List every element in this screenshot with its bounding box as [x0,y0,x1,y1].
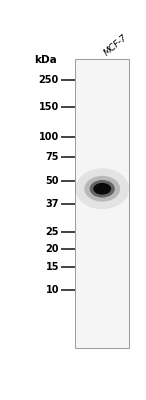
Text: 250: 250 [39,75,59,85]
Text: MCF-7: MCF-7 [102,32,129,57]
Text: 75: 75 [46,152,59,162]
Ellipse shape [84,176,120,202]
Text: kDa: kDa [34,55,57,65]
FancyBboxPatch shape [75,59,129,348]
Text: 25: 25 [46,227,59,237]
Ellipse shape [90,180,115,198]
Text: 10: 10 [46,285,59,295]
Ellipse shape [75,168,129,209]
Text: 15: 15 [46,262,59,272]
Text: 150: 150 [39,102,59,112]
Text: 37: 37 [46,199,59,209]
Text: 100: 100 [39,132,59,142]
Ellipse shape [93,183,111,195]
Text: 50: 50 [46,176,59,186]
Text: 20: 20 [46,244,59,254]
